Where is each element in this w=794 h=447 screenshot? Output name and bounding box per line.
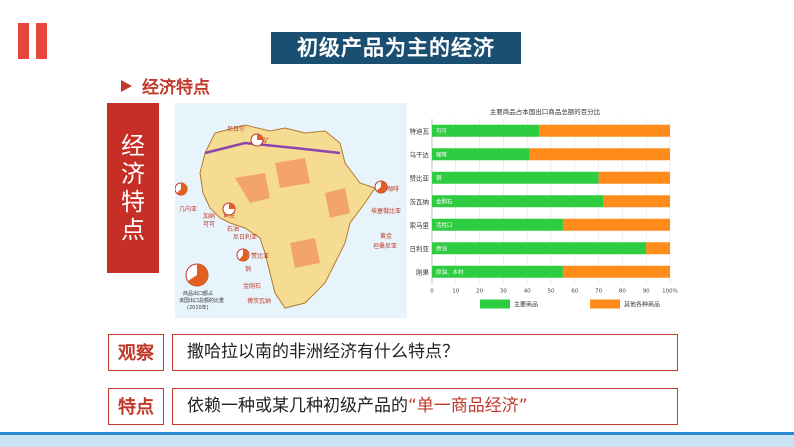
side-label-char: 济 [121,160,145,188]
map-label: 金刚石 [243,282,261,290]
category-label: 博茨瓦纳 [410,197,429,206]
bar-other [562,265,670,278]
feature-highlight: “单一商品经济” [408,396,528,416]
map-label: 几内亚 [179,205,197,213]
bar-other [646,242,670,255]
category-label: 乌干达 [410,150,430,159]
highlighted-country [275,158,310,188]
section-heading-text: 经济特点 [142,78,210,98]
feature-answer: 依赖一种或某几种初级产品的“单一商品经济” [172,388,678,425]
bar-other [603,195,670,208]
highlighted-country [290,238,320,268]
bar-text: 咖啡 [436,150,448,158]
x-tick-label: 90 [643,289,650,295]
x-tick-label: 80 [619,289,626,295]
category-label: 刚果 [416,267,430,276]
x-tick-label: 60 [571,289,578,295]
bar-text: 原油 [436,244,448,252]
map-label: 石油 [227,225,239,233]
bar-text: 原油、木材 [436,268,464,276]
x-tick-label: 10 [452,289,459,295]
highlighted-country [235,173,270,203]
map-label: 赞比亚 [251,252,269,260]
chart-title: 主要商品占本国出口商品总额的百分比 [490,107,601,116]
map-label: 铜 [245,265,251,273]
map-legend-line: 商品出口额占 [183,290,213,297]
map-label: 博茨瓦纳 [247,297,271,305]
bar-text: 可可 [436,128,448,135]
x-tick-label: 100% [662,289,678,295]
map-legend-text: 商品出口额占 该国出口总额的比重 (2010年) [179,290,224,311]
export-chart: 主要商品占本国出口商品总额的百分比 0 10 20 30 40 50 60 70 80 90 100… [403,105,680,327]
bar-main [432,195,604,208]
x-tick-label: 30 [500,289,507,295]
bar-main [432,171,599,184]
bar-main [432,124,540,137]
bar-main [432,218,563,231]
logo-bar-left [18,23,29,59]
legend-label: 主要商品 [514,301,538,309]
page-title: 初级产品为主的经济 [271,32,521,64]
pie-markers [174,133,388,287]
bar-other [562,218,670,231]
map-label: 尼日利亚 [233,233,257,241]
category-label: 尼日利亚 [410,244,430,253]
bottom-bar [0,432,794,447]
map-legend-line: (2010年) [187,304,209,311]
legend-swatch [480,299,510,309]
map-label: 加纳 [203,212,215,220]
feature-label: 特点 [108,388,164,425]
highlighted-country [325,188,350,218]
side-label-char: 经 [121,132,145,160]
bar-text: 活牲口 [436,221,453,229]
observe-question: 撒哈拉以南的非洲经济有什么特点？ [172,334,678,371]
bar-other [529,148,670,161]
map-label: 坦桑尼亚 [373,242,397,250]
africa-map: 尼日尔 铀矿 几内亚 加纳 可可 黄金 石油 尼日利亚 赞比亚 铜 金刚石 博茨… [174,103,407,318]
triangle-bullet-icon [121,79,132,92]
bar-main [432,148,530,161]
bar-text: 金刚石 [436,197,453,205]
bar-other [598,171,670,184]
bar-text: 铜 [436,174,442,182]
logo-bar-right [36,23,47,59]
export-chart-svg: 主要商品占本国出口商品总额的百分比 0 10 20 30 40 50 60 70 80 90 100… [403,107,678,309]
map-label: 可可 [203,221,215,228]
africa-map-svg: 尼日尔 铀矿 几内亚 加纳 可可 黄金 石油 尼日利亚 赞比亚 铜 金刚石 博茨… [174,103,407,318]
bar-other [539,124,670,137]
map-label: 咖啡 [387,185,399,193]
map-legend-line: 该国出口总额的比重 [179,297,224,304]
bar-main [432,242,647,255]
map-label: 黄金 [380,232,392,240]
side-label-box: 经 济 特 点 [107,103,159,273]
x-tick-label: 0 [430,289,434,295]
side-label-char: 点 [121,216,145,244]
x-tick-label: 40 [524,289,531,295]
legend-label: 其他各种商品 [624,301,660,309]
side-label-char: 特 [121,188,145,216]
category-label: 索马里 [410,220,430,229]
bar-main [432,265,563,278]
section-heading: 经济特点 [121,73,210,98]
x-tick-label: 70 [595,289,602,295]
category-label: 科特迪瓦 [410,126,430,135]
africa-continent [199,124,376,309]
sahara-border [204,141,341,155]
map-label: 尼日尔 [227,125,245,133]
legend-swatch [590,299,620,309]
category-label: 赞比亚 [410,173,430,182]
x-tick-label: 50 [548,289,555,295]
observe-label: 观察 [108,334,164,371]
feature-text: 依赖一种或某几种初级产品的 [187,396,408,416]
map-label: 埃塞俄比亚 [371,207,401,215]
x-tick-label: 20 [476,289,483,295]
